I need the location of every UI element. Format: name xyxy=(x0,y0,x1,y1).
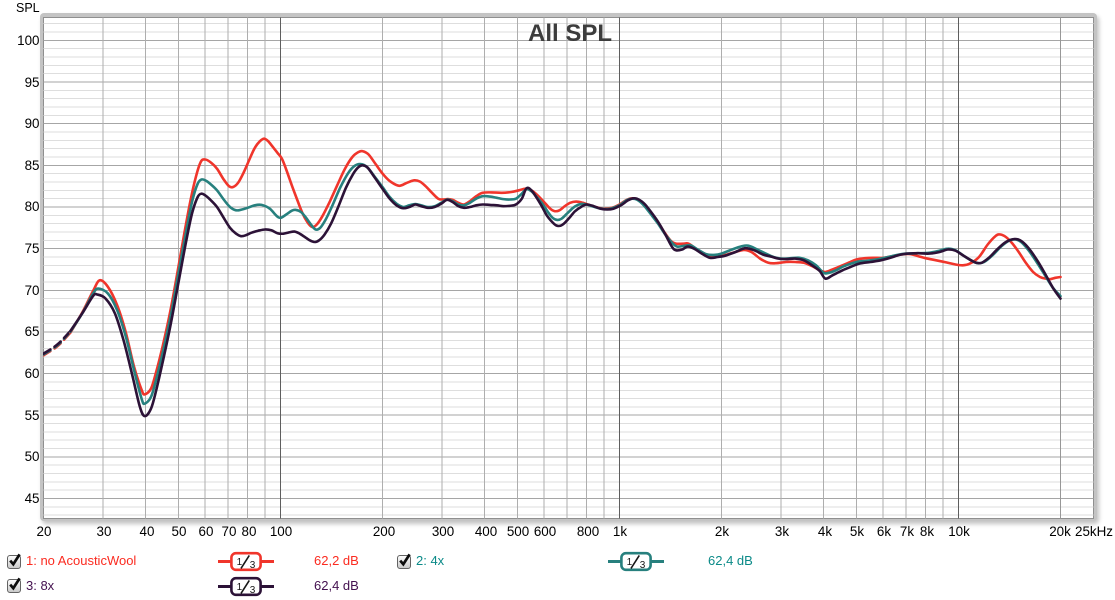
svg-text:3: 3 xyxy=(250,585,256,596)
svg-text:3: 3 xyxy=(640,560,646,571)
svg-text:1: 1 xyxy=(627,557,633,568)
svg-text:1: 1 xyxy=(237,581,243,592)
svg-text:1: 1 xyxy=(237,557,243,568)
svg-text:3: 3 xyxy=(250,560,256,571)
